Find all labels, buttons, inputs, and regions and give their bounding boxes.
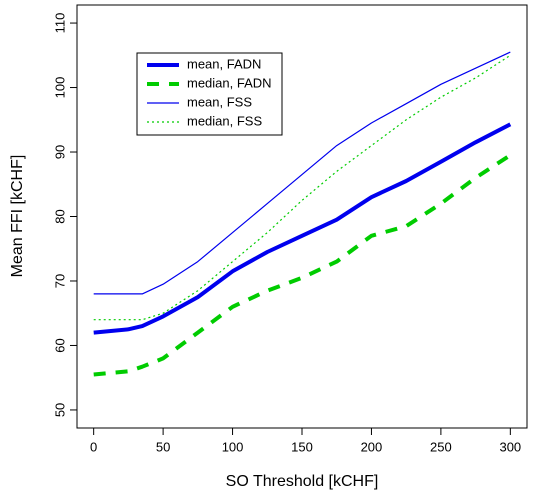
y-tick-label: 110 xyxy=(52,13,67,34)
x-tick-label: 150 xyxy=(291,439,313,454)
x-tick-label: 50 xyxy=(156,439,170,454)
x-tick-label: 300 xyxy=(499,439,521,454)
x-tick-label: 250 xyxy=(430,439,452,454)
data-line xyxy=(93,153,512,377)
data-line xyxy=(93,122,512,335)
legend-label: mean, FADN xyxy=(187,56,261,71)
y-tick-label: 50 xyxy=(52,403,67,417)
x-tick-label: 200 xyxy=(361,439,383,454)
y-tick-label: 70 xyxy=(52,274,67,288)
data-line xyxy=(93,51,511,295)
legend-label: mean, FSS xyxy=(187,94,252,109)
data-line xyxy=(93,54,511,321)
y-tick-label: 100 xyxy=(52,77,67,99)
x-tick-label: 0 xyxy=(90,439,97,454)
x-axis-title: SO Threshold [kCHF] xyxy=(226,473,379,490)
x-tick-label: 100 xyxy=(222,439,244,454)
legend-label: median, FSS xyxy=(187,113,262,128)
y-tick-label: 80 xyxy=(52,209,67,223)
y-tick-label: 60 xyxy=(52,338,67,352)
y-tick-label: 90 xyxy=(52,145,67,159)
y-axis-title: Mean FFI [kCHF] xyxy=(9,155,26,278)
legend-label: median, FADN xyxy=(187,75,272,90)
